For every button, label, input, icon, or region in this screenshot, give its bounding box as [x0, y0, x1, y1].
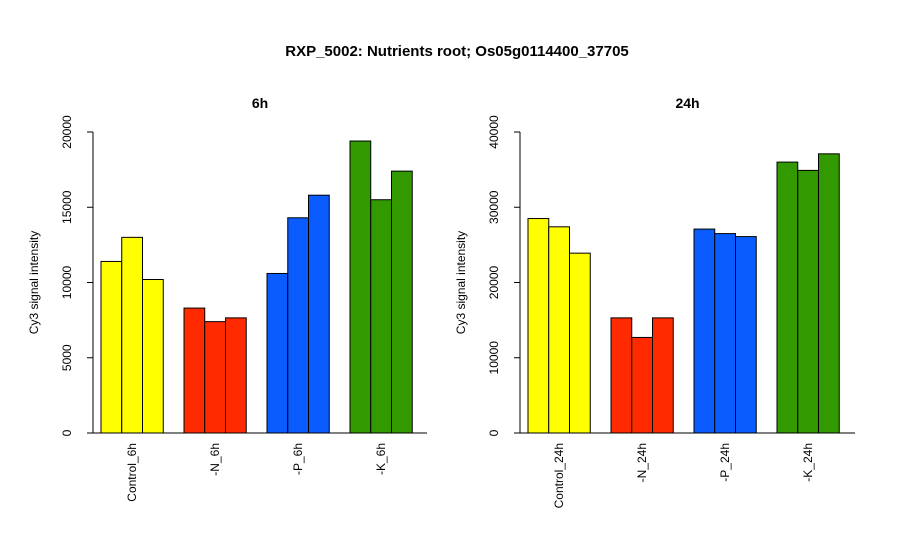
- bar-24h-0-0: [527, 218, 550, 434]
- bar-6h-0-2: [142, 278, 164, 434]
- x-category-label: -N_24h: [635, 443, 649, 482]
- bar-6h-1-1: [204, 321, 226, 434]
- x-category-label: -N_6h: [208, 443, 222, 476]
- y-tick-label: 5000: [60, 344, 74, 371]
- bar-24h-3-2: [818, 153, 840, 434]
- y-tick-label: 40000: [487, 115, 501, 149]
- panel-24h: 24h Cy3 signal intensity 0 10000 20000 30000 4…: [454, 95, 855, 508]
- bar-24h-1-2: [652, 317, 674, 434]
- bar-24h-0-1: [548, 226, 570, 434]
- panel-title-6h: 6h: [252, 95, 268, 111]
- y-tick-label: 30000: [487, 190, 501, 224]
- bar-6h-2-2: [308, 194, 330, 434]
- y-tick-label: 20000: [487, 265, 501, 299]
- bar-24h-1-0: [610, 317, 633, 434]
- panel-title-24h: 24h: [675, 95, 699, 111]
- bar-6h-2-0: [266, 272, 289, 434]
- x-category-label: -K_6h: [374, 443, 388, 475]
- bar-6h-3-0: [349, 140, 372, 434]
- y-tick-label: 10000: [60, 265, 74, 299]
- x-category-label: Control_24h: [552, 443, 566, 508]
- bar-24h-2-2: [735, 236, 757, 434]
- bar-24h-1-1: [631, 336, 653, 434]
- bar-24h-2-1: [714, 233, 736, 434]
- x-category-label: -K_24h: [801, 443, 815, 482]
- x-category-label: -P_6h: [291, 443, 305, 475]
- bar-24h-0-2: [569, 252, 591, 434]
- y-tick-label: 0: [60, 429, 74, 436]
- x-category-label: Control_6h: [125, 443, 139, 502]
- bar-6h-3-1: [370, 199, 392, 434]
- y-tick-label: 15000: [60, 190, 74, 224]
- x-category-label: -P_24h: [718, 443, 732, 482]
- bar-24h-3-0: [776, 161, 799, 434]
- y-tick-label: 10000: [487, 341, 501, 375]
- bar-6h-0-1: [121, 236, 143, 434]
- bar-6h-3-2: [391, 170, 413, 434]
- bar-6h-0-0: [100, 260, 123, 434]
- chart-main-title: RXP_5002: Nutrients root; Os05g0114400_3…: [285, 43, 629, 60]
- bar-24h-3-1: [797, 169, 819, 434]
- bar-6h-1-2: [225, 317, 247, 434]
- bar-6h-1-0: [183, 307, 206, 434]
- y-axis-label-24h: Cy3 signal intensity: [454, 231, 468, 334]
- panel-6h: 6h Cy3 signal intensity 0 5000 10000 15000 200…: [27, 95, 427, 502]
- y-axis-label-6h: Cy3 signal intensity: [27, 231, 41, 334]
- bar-6h-2-1: [287, 217, 309, 434]
- y-tick-label: 0: [487, 429, 501, 436]
- y-tick-label: 20000: [60, 115, 74, 149]
- bar-24h-2-0: [693, 228, 716, 434]
